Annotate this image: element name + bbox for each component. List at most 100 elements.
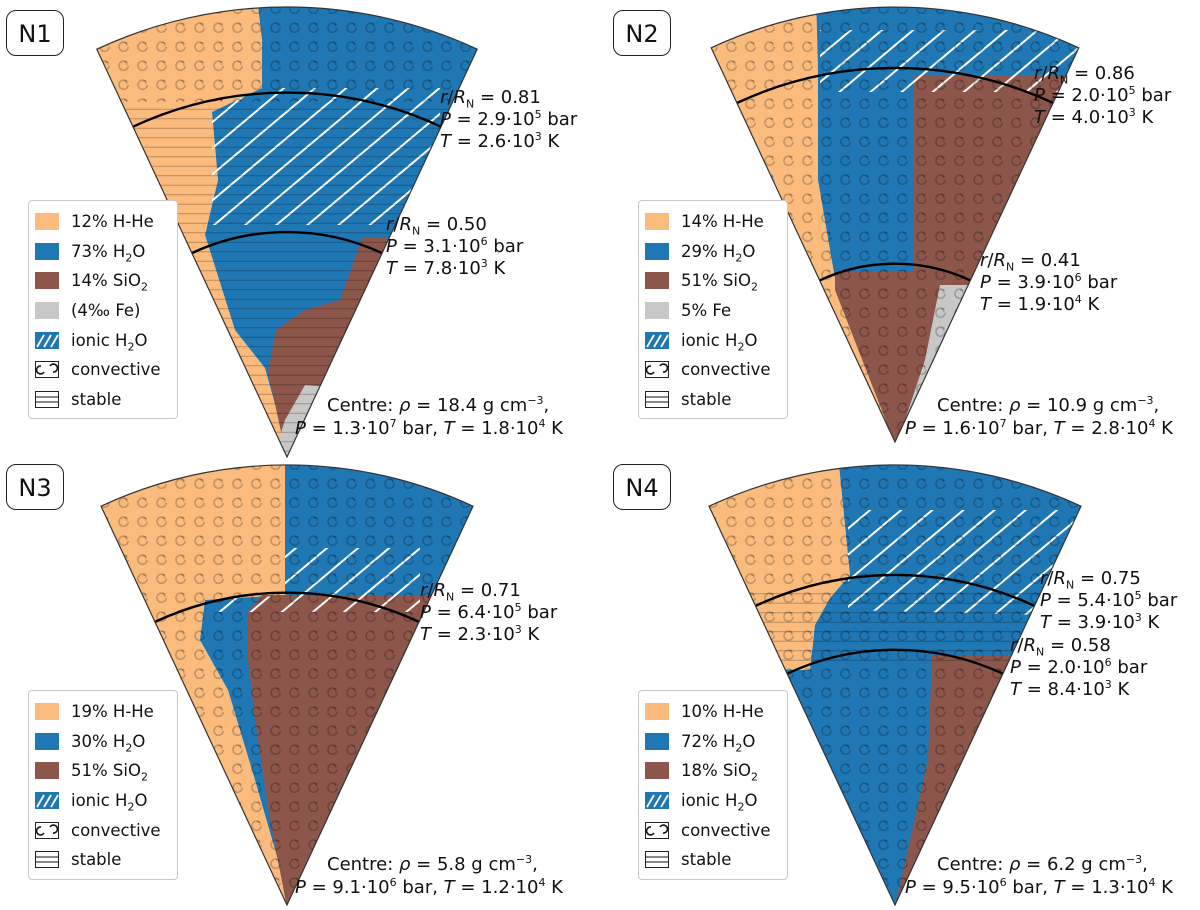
- legend-label: 51% SiO2: [681, 271, 758, 294]
- legend-label: 72% H2O: [681, 731, 756, 755]
- radius-label: r/RN = 0.50: [386, 214, 487, 238]
- centre-annotation: Centre: ρ = 6.2 g cm−3, P = 9.5·106 bar, …: [905, 853, 1173, 899]
- pressure-label: P = 3.1·106 bar: [386, 235, 524, 257]
- boundary-arc: [786, 648, 1004, 675]
- centre-annotation: Centre: ρ = 10.9 g cm−3, P = 1.6·107 bar,…: [905, 394, 1173, 440]
- legend-swatch: [645, 732, 669, 750]
- boundary-annotation: r/RN = 0.81 P = 2.9·105 bar T = 2.6·103 K: [440, 87, 577, 153]
- legend-entry: 10% H-He: [645, 697, 787, 727]
- legend-label: 14% SiO2: [71, 271, 148, 294]
- pressure-label: P = 2.9·105 bar: [440, 108, 578, 130]
- legend-label: convective: [681, 820, 771, 840]
- centre-pt: P = 1.3·107 bar, T = 1.8·104 K: [295, 417, 563, 439]
- legend-swatch: [645, 762, 669, 780]
- legend-label: ionic H2O: [681, 791, 758, 814]
- radius-label: r/RN = 0.58: [1010, 635, 1111, 659]
- wedge-outline: [708, 464, 1082, 907]
- legend-entry: 30% H2O: [35, 727, 177, 757]
- legend-swatch: [35, 851, 59, 869]
- legend-swatch: [645, 851, 669, 869]
- radius-label: r/RN = 0.41: [980, 250, 1081, 274]
- legend-entry: 72% H2O: [645, 727, 787, 757]
- legend: 14% H-He 29% H2O 51% SiO2 5% Fe ionic H2O con…: [638, 200, 788, 420]
- legend-label: 10% H-He: [681, 702, 764, 722]
- legend-label: ionic H2O: [681, 330, 758, 353]
- legend-swatch: [645, 390, 669, 408]
- boundary-annotation: r/RN = 0.75 P = 5.4·105 bar T = 3.9·103 K: [1040, 568, 1177, 634]
- legend-label: 5% Fe: [681, 301, 732, 321]
- legend-entry: convective: [645, 355, 787, 385]
- legend-swatch: [35, 703, 59, 721]
- legend: 12% H-He 73% H2O 14% SiO2 (4‰ Fe) ionic H2O c…: [28, 200, 178, 420]
- legend-entry: 73% H2O: [35, 237, 177, 267]
- radius-label: r/RN = 0.81: [440, 87, 541, 111]
- legend-entry: 14% SiO2: [35, 266, 177, 296]
- centre-density: Centre: ρ = 10.9 g cm−3,: [937, 394, 1160, 416]
- wedge-outline: [96, 6, 478, 459]
- wedge-outline: [100, 464, 474, 907]
- legend-swatch: [35, 762, 59, 780]
- legend-label: stable: [71, 389, 122, 409]
- panel-label: N1: [6, 10, 64, 56]
- panel-label: N2: [613, 10, 671, 56]
- pressure-label: P = 2.0·105 bar: [1034, 84, 1172, 106]
- temperature-label: T = 8.4·103 K: [1010, 678, 1130, 700]
- legend-swatch: [645, 703, 669, 721]
- temperature-label: T = 3.9·103 K: [1040, 611, 1160, 633]
- centre-annotation: Centre: ρ = 18.4 g cm−3, P = 1.3·107 bar,…: [295, 394, 563, 440]
- panel-label: N4: [613, 464, 671, 510]
- legend-entry: convective: [35, 355, 177, 385]
- legend-label: 51% SiO2: [71, 761, 148, 784]
- legend-label: 12% H-He: [71, 212, 154, 232]
- radius-label: r/RN = 0.86: [1034, 63, 1135, 87]
- centre-pt: P = 9.1·106 bar, T = 1.2·104 K: [295, 876, 563, 898]
- legend-swatch: [645, 361, 669, 379]
- centre-annotation: Centre: ρ = 5.8 g cm−3, P = 9.1·106 bar, …: [295, 853, 563, 899]
- pressure-label: P = 3.9·106 bar: [980, 271, 1118, 293]
- legend-entry: convective: [35, 815, 177, 845]
- boundary-annotation: r/RN = 0.86 P = 2.0·105 bar T = 4.0·103 K: [1034, 63, 1171, 129]
- legend-label: ionic H2O: [71, 330, 148, 353]
- legend-entry: (4‰ Fe): [35, 296, 177, 326]
- boundary-arc: [819, 262, 971, 282]
- legend-entry: ionic H2O: [35, 786, 177, 816]
- legend-entry: stable: [645, 385, 787, 415]
- legend: 19% H-He 30% H2O 51% SiO2 ionic H2O convecti…: [28, 690, 178, 880]
- legend-entry: 51% SiO2: [645, 266, 787, 296]
- legend-swatch: [35, 302, 59, 320]
- centre-pt: P = 9.5·106 bar, T = 1.3·104 K: [905, 876, 1173, 898]
- legend-entry: stable: [35, 845, 177, 875]
- legend: 10% H-He 72% H2O 18% SiO2 ionic H2O convecti…: [638, 690, 788, 880]
- radius-label: r/RN = 0.71: [420, 580, 521, 604]
- legend-label: 18% SiO2: [681, 761, 758, 784]
- centre-pt: P = 1.6·107 bar, T = 2.8·104 K: [905, 417, 1173, 439]
- legend-label: 73% H2O: [71, 241, 146, 265]
- legend-entry: convective: [645, 815, 787, 845]
- legend-swatch: [35, 242, 59, 260]
- legend-label: 19% H-He: [71, 702, 154, 722]
- pressure-label: P = 5.4·105 bar: [1040, 589, 1178, 611]
- temperature-label: T = 2.6·103 K: [440, 130, 560, 152]
- legend-swatch: [35, 390, 59, 408]
- legend-entry: ionic H2O: [645, 325, 787, 355]
- legend-label: convective: [71, 360, 161, 380]
- legend-swatch: [35, 331, 59, 349]
- legend-entry: 29% H2O: [645, 237, 787, 267]
- legend-swatch: [645, 213, 669, 231]
- legend-label: convective: [681, 360, 771, 380]
- centre-density: Centre: ρ = 5.8 g cm−3,: [327, 853, 538, 875]
- legend-swatch: [645, 821, 669, 839]
- legend-label: (4‰ Fe): [71, 301, 141, 321]
- boundary-annotation: r/RN = 0.58 P = 2.0·106 bar T = 8.4·103 K: [1010, 635, 1147, 701]
- boundary-arc: [154, 591, 420, 623]
- legend-swatch: [35, 361, 59, 379]
- legend-swatch: [35, 821, 59, 839]
- legend-entry: 5% Fe: [645, 296, 787, 326]
- legend-label: 29% H2O: [681, 241, 756, 265]
- legend-entry: 19% H-He: [35, 697, 177, 727]
- legend-swatch: [35, 272, 59, 290]
- legend-label: stable: [681, 389, 732, 409]
- legend-entry: stable: [645, 845, 787, 875]
- legend-swatch: [35, 213, 59, 231]
